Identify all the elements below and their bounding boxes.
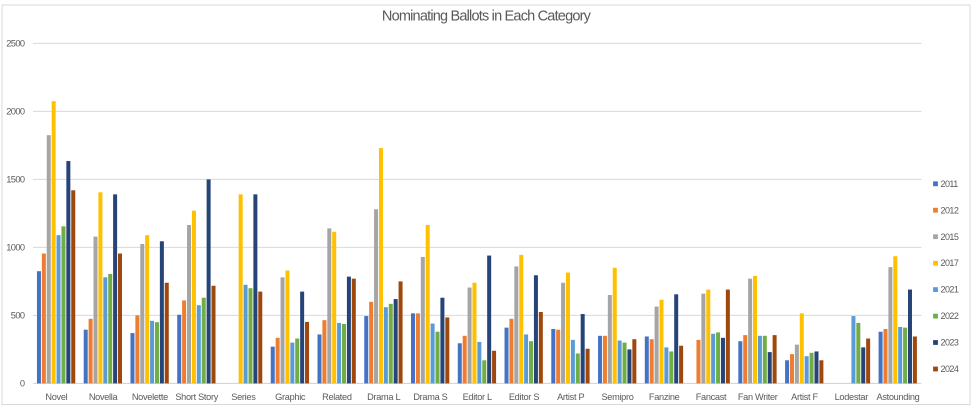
svg-text:Fancast: Fancast [696,392,727,402]
svg-text:Artist F: Artist F [791,392,818,402]
svg-text:1000: 1000 [6,243,25,253]
svg-text:2500: 2500 [6,39,25,49]
svg-text:Short Story: Short Story [175,392,218,402]
svg-text:0: 0 [20,379,25,389]
svg-text:Astounding: Astounding [877,392,920,402]
svg-text:Novelette: Novelette [132,392,168,402]
svg-text:Drama S: Drama S [413,392,447,402]
svg-text:Related: Related [322,392,352,402]
svg-text:2024: 2024 [941,364,959,374]
svg-text:2000: 2000 [6,107,25,117]
svg-text:Series: Series [231,392,256,402]
svg-text:Novella: Novella [89,392,119,402]
svg-text:2023: 2023 [941,338,959,348]
svg-text:2021: 2021 [941,285,959,295]
svg-text:Drama L: Drama L [367,392,400,402]
svg-text:Lodestar: Lodestar [835,392,869,402]
svg-text:Fan Writer: Fan Writer [738,392,778,402]
svg-text:Semipro: Semipro [601,392,633,402]
svg-text:Editor L: Editor L [463,392,492,402]
svg-text:Editor S: Editor S [509,392,539,402]
svg-text:2012: 2012 [941,205,959,215]
svg-text:500: 500 [11,311,25,321]
svg-text:Graphic: Graphic [275,392,306,402]
svg-text:Artist P: Artist P [557,392,584,402]
svg-text:2017: 2017 [941,258,959,268]
svg-text:2011: 2011 [941,179,959,189]
svg-text:1500: 1500 [6,175,25,185]
svg-text:2015: 2015 [941,232,959,242]
svg-text:Novel: Novel [45,392,67,402]
svg-text:2022: 2022 [941,311,959,321]
svg-text:Nominating Ballots in Each Cat: Nominating Ballots in Each Category [382,9,592,25]
svg-text:Fanzine: Fanzine [649,392,680,402]
